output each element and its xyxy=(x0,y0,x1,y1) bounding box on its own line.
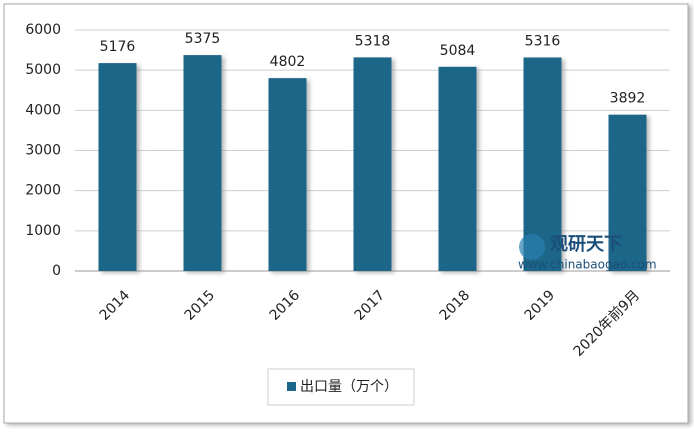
watermark: 观研天下 www.chinabaogao.com xyxy=(518,234,657,272)
bar xyxy=(268,78,307,272)
data-label: 5176 xyxy=(100,39,136,55)
y-tick-label: 3000 xyxy=(25,143,61,159)
data-label: 5316 xyxy=(525,33,561,49)
watermark-title: 观研天下 xyxy=(550,234,622,255)
legend-swatch xyxy=(287,382,296,391)
y-tick-label: 2000 xyxy=(25,183,61,199)
data-label: 5318 xyxy=(355,33,391,49)
bar xyxy=(608,114,647,272)
data-label: 5084 xyxy=(440,43,476,59)
bar xyxy=(98,63,137,271)
y-tick-label: 5000 xyxy=(25,62,61,78)
data-label: 4802 xyxy=(270,54,306,70)
legend-label: 出口量（万个） xyxy=(300,379,398,395)
y-tick-label: 0 xyxy=(52,263,61,279)
bar xyxy=(353,57,392,272)
data-label: 3892 xyxy=(610,91,646,107)
y-tick-label: 4000 xyxy=(25,102,61,118)
watermark-url: www.chinabaogao.com xyxy=(518,258,657,272)
data-label: 5375 xyxy=(185,31,221,47)
bar xyxy=(438,66,477,271)
watermark-logo xyxy=(519,234,545,260)
y-tick-label: 1000 xyxy=(25,223,61,239)
bar xyxy=(183,55,222,271)
y-tick-label: 6000 xyxy=(25,22,61,38)
